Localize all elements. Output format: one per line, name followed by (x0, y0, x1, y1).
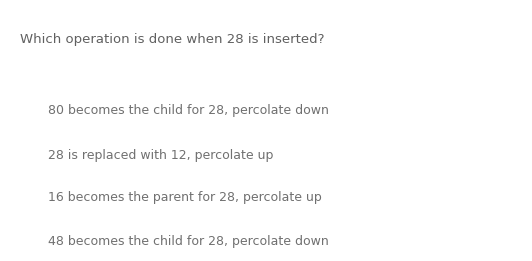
Text: 80 becomes the child for 28, percolate down: 80 becomes the child for 28, percolate d… (48, 104, 329, 117)
Text: Which operation is done when 28 is inserted?: Which operation is done when 28 is inser… (20, 33, 325, 46)
Text: 48 becomes the child for 28, percolate down: 48 becomes the child for 28, percolate d… (48, 235, 329, 248)
Text: 16 becomes the parent for 28, percolate up: 16 becomes the parent for 28, percolate … (48, 191, 322, 204)
Text: 28 is replaced with 12, percolate up: 28 is replaced with 12, percolate up (48, 149, 273, 162)
